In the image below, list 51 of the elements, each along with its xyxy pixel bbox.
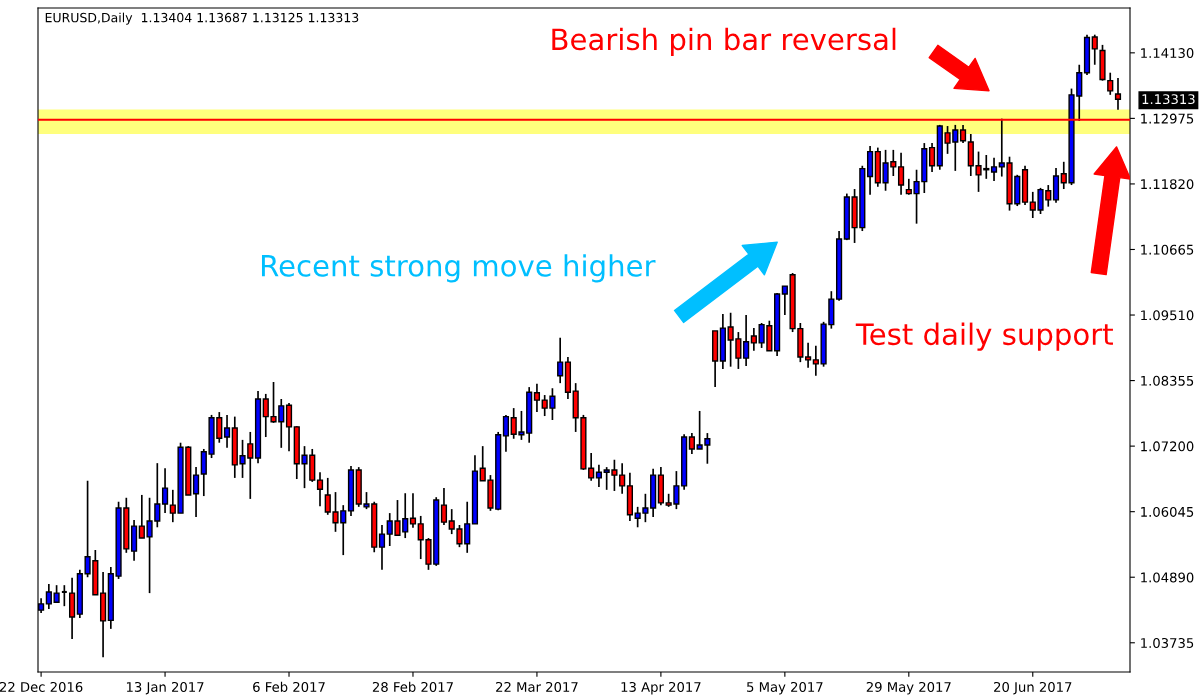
- candlestick: [743, 314, 750, 367]
- x-tick-label: 13 Jan 2017: [126, 681, 204, 695]
- candlestick: [192, 466, 200, 518]
- candlestick: [897, 151, 905, 196]
- candlestick: [285, 402, 293, 453]
- candlestick: [1052, 167, 1060, 204]
- x-tick-label: 29 May 2017: [866, 681, 951, 695]
- candlestick: [928, 142, 936, 173]
- y-tick-label: 1.11820: [1141, 179, 1194, 190]
- chart-title: EURUSD,Daily 1.13404 1.13687 1.13125 1.13313: [45, 12, 359, 25]
- x-tick-label: 6 Feb 2017: [253, 681, 325, 692]
- candlestick: [557, 336, 564, 384]
- y-tick-label: 1.07200: [1141, 441, 1194, 452]
- x-tick-label: 13 Apr 2017: [621, 681, 701, 695]
- candlestick: [804, 342, 812, 369]
- candlestick: [533, 382, 541, 413]
- y-tick-label: 1.14130: [1141, 48, 1194, 59]
- candlestick: [440, 487, 448, 526]
- candlestick: [223, 414, 231, 449]
- y-tick-label: 1.09510: [1141, 310, 1194, 321]
- candlestick: [502, 414, 510, 453]
- annotation: Bearish pin bar reversal: [552, 27, 896, 56]
- annotation: Test daily support: [855, 322, 1113, 351]
- candlestick: [409, 492, 417, 529]
- x-tick-label: 5 May 2017: [747, 681, 823, 695]
- candlestick: [1114, 77, 1122, 111]
- candlestick: [1091, 33, 1098, 66]
- candlestick: [781, 285, 788, 316]
- candlestick: [68, 576, 76, 640]
- candlestick: [378, 524, 386, 571]
- candlestick: [959, 124, 967, 144]
- candlestick: [1107, 71, 1114, 96]
- y-tick-label: 1.06045: [1141, 506, 1194, 517]
- candlestick: [316, 471, 324, 508]
- text: 1.13313: [1142, 94, 1195, 105]
- x-tick-label: 22 Mar 2017: [496, 681, 578, 692]
- y-tick-label: 1.10665: [1141, 244, 1194, 255]
- x-tick-label: 22 Dec 2016: [0, 681, 83, 692]
- x-tick-label: 20 Jun 2017: [994, 681, 1072, 695]
- candlestick: [750, 327, 757, 352]
- y-tick-label: 1.03735: [1141, 637, 1194, 648]
- annotation: Recent strong move higher: [261, 254, 656, 283]
- y-tick-label: 1.08355: [1141, 375, 1194, 386]
- candlestick: [595, 464, 603, 488]
- candlestick: [688, 432, 695, 455]
- y-tick-label: 1.12975: [1141, 113, 1194, 124]
- candlestick: [60, 584, 68, 608]
- candlestick: [990, 156, 998, 182]
- candlestick: [161, 467, 169, 514]
- y-tick-label: 1.04890: [1141, 572, 1194, 583]
- x-tick-label: 28 Feb 2017: [372, 681, 453, 692]
